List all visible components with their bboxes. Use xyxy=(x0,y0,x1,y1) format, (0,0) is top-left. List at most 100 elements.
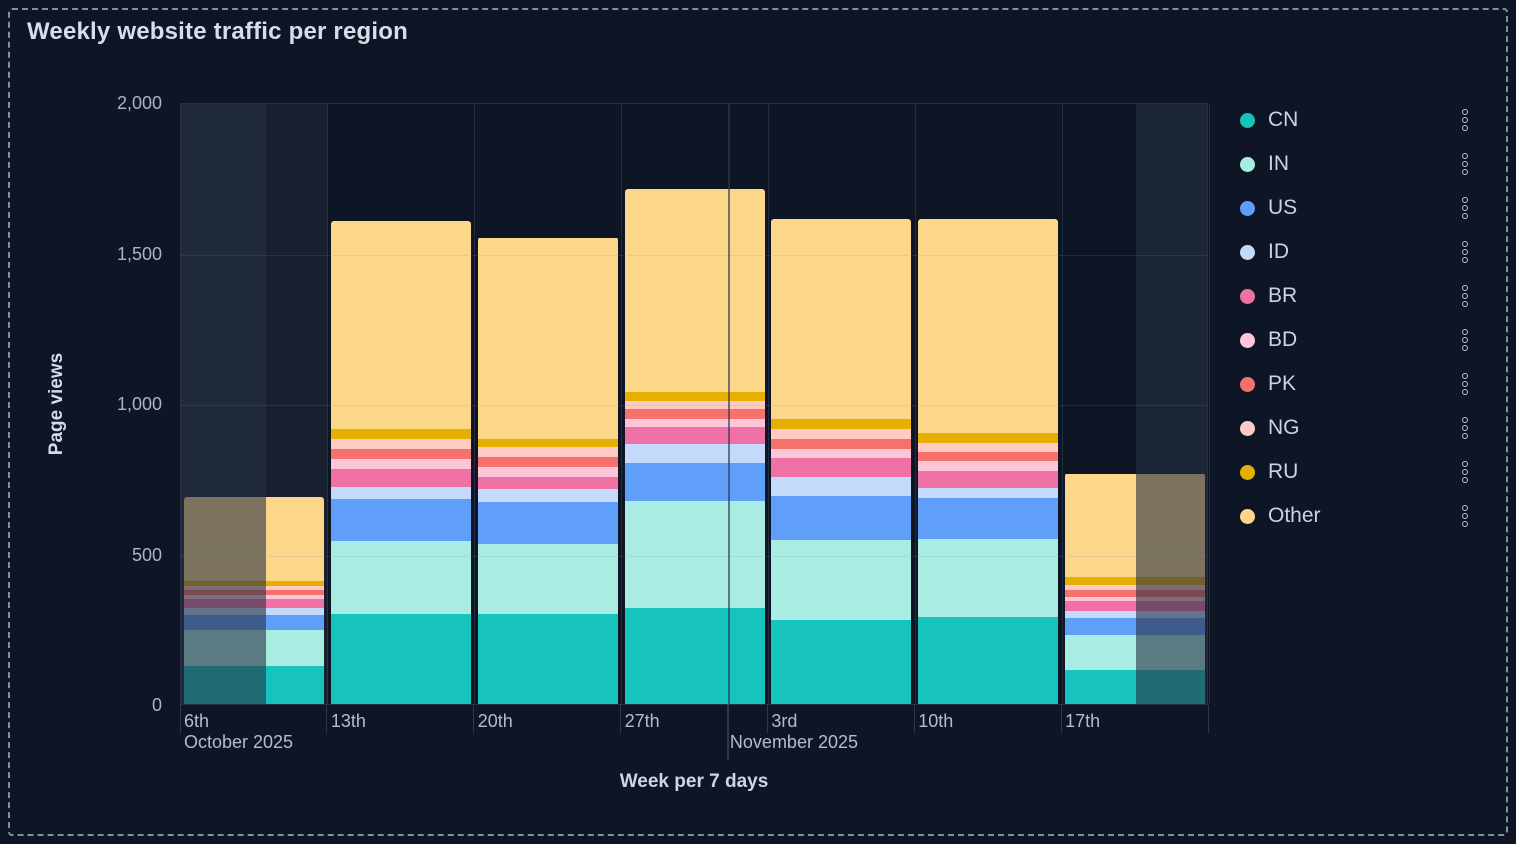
bar-segment-id[interactable] xyxy=(330,486,471,500)
bar-segment-in[interactable] xyxy=(477,544,618,614)
bar-segment-us[interactable] xyxy=(771,496,912,540)
bar-segment-id[interactable] xyxy=(477,488,618,503)
bar-segment-bd[interactable] xyxy=(918,460,1059,471)
bar-segment-ng[interactable] xyxy=(918,442,1059,453)
x-gridline xyxy=(474,104,476,704)
bar-segment-br[interactable] xyxy=(1065,600,1206,611)
legend-item-us[interactable]: US xyxy=(1240,186,1492,230)
bar-segment-id[interactable] xyxy=(1065,610,1206,619)
bar-segment-other[interactable] xyxy=(771,219,912,420)
bar-column-nov-3[interactable] xyxy=(771,219,912,704)
bar-segment-in[interactable] xyxy=(624,500,765,609)
bar-segment-us[interactable] xyxy=(330,499,471,542)
kebab-vertical-menu-icon[interactable] xyxy=(1460,195,1470,221)
legend-series-dot-icon xyxy=(1240,332,1255,348)
bar-segment-cn[interactable] xyxy=(477,613,618,704)
legend-series-dot-icon xyxy=(1240,420,1255,436)
legend-item-ru[interactable]: RU xyxy=(1240,450,1492,494)
legend-item-id[interactable]: ID xyxy=(1240,230,1492,274)
bar-segment-br[interactable] xyxy=(330,468,471,487)
legend-item-label: NG xyxy=(1268,416,1300,439)
legend-series-dot-icon xyxy=(1240,508,1255,524)
kebab-vertical-menu-icon[interactable] xyxy=(1460,151,1470,177)
bar-segment-id[interactable] xyxy=(918,488,1059,499)
bar-segment-other[interactable] xyxy=(330,220,471,429)
legend-item-label: PK xyxy=(1268,372,1297,395)
legend-item-other[interactable]: Other xyxy=(1240,494,1492,538)
bar-segment-other[interactable] xyxy=(624,189,765,392)
bar-segment-pk[interactable] xyxy=(624,409,765,419)
bar-segment-ng[interactable] xyxy=(477,447,618,458)
bar-segment-bd[interactable] xyxy=(771,449,912,458)
legend: CN IN US ID BR BD PK NG RU Other xyxy=(1240,98,1492,538)
bar-segment-ru[interactable] xyxy=(1065,577,1206,586)
legend-item-br[interactable]: BR xyxy=(1240,274,1492,318)
bar-segment-us[interactable] xyxy=(624,463,765,501)
bar-segment-us[interactable] xyxy=(477,502,618,545)
x-gridline xyxy=(767,104,769,704)
legend-item-in[interactable]: IN xyxy=(1240,142,1492,186)
bar-column-oct-13[interactable] xyxy=(330,220,471,704)
x-gridline xyxy=(1208,104,1210,704)
legend-item-label: ID xyxy=(1268,240,1289,263)
bar-segment-pk[interactable] xyxy=(330,448,471,459)
bar-segment-bd[interactable] xyxy=(1065,596,1206,601)
kebab-vertical-menu-icon[interactable] xyxy=(1460,459,1470,485)
bar-segment-pk[interactable] xyxy=(918,452,1059,461)
bar-column-nov-10[interactable] xyxy=(918,219,1059,704)
month-axis-tick xyxy=(726,690,729,760)
bar-segment-ru[interactable] xyxy=(624,391,765,401)
bar-segment-us[interactable] xyxy=(918,498,1059,540)
bar-segment-br[interactable] xyxy=(624,427,765,444)
y-gridline xyxy=(181,405,1207,406)
bar-segment-bd[interactable] xyxy=(477,467,618,477)
legend-item-cn[interactable]: CN xyxy=(1240,98,1492,142)
kebab-vertical-menu-icon[interactable] xyxy=(1460,415,1470,441)
bar-segment-ng[interactable] xyxy=(771,429,912,440)
bar-segment-ru[interactable] xyxy=(330,428,471,439)
kebab-vertical-menu-icon[interactable] xyxy=(1460,327,1470,353)
bar-segment-cn[interactable] xyxy=(624,608,765,704)
bar-segment-bd[interactable] xyxy=(330,458,471,469)
kebab-vertical-menu-icon[interactable] xyxy=(1460,283,1470,309)
bar-segment-pk[interactable] xyxy=(771,439,912,450)
legend-item-ng[interactable]: NG xyxy=(1240,406,1492,450)
bar-segment-ng[interactable] xyxy=(330,438,471,449)
bar-segment-id[interactable] xyxy=(624,443,765,464)
kebab-vertical-menu-icon[interactable] xyxy=(1460,107,1470,133)
bar-segment-ng[interactable] xyxy=(624,400,765,410)
x-week-label: 17th xyxy=(1065,711,1101,731)
bar-segment-id[interactable] xyxy=(771,476,912,497)
x-week-label: 20th xyxy=(477,711,513,731)
x-axis-tick xyxy=(179,705,181,733)
bar-column-oct-20[interactable] xyxy=(477,237,618,704)
bar-segment-other[interactable] xyxy=(477,237,618,439)
bar-segment-br[interactable] xyxy=(918,470,1059,489)
kebab-vertical-menu-icon[interactable] xyxy=(1460,371,1470,397)
bar-segment-pk[interactable] xyxy=(1065,590,1206,597)
kebab-vertical-menu-icon[interactable] xyxy=(1460,239,1470,265)
bar-segment-ru[interactable] xyxy=(477,438,618,448)
bar-segment-br[interactable] xyxy=(771,457,912,477)
bar-segment-in[interactable] xyxy=(918,539,1059,617)
bar-segment-pk[interactable] xyxy=(477,457,618,468)
bar-segment-cn[interactable] xyxy=(918,616,1059,704)
bar-segment-cn[interactable] xyxy=(330,613,471,704)
legend-item-pk[interactable]: PK xyxy=(1240,362,1492,406)
legend-item-bd[interactable]: BD xyxy=(1240,318,1492,362)
bar-column-oct-27[interactable] xyxy=(624,189,765,704)
legend-series-dot-icon xyxy=(1240,288,1255,304)
bar-segment-in[interactable] xyxy=(330,541,471,614)
bar-segment-other[interactable] xyxy=(918,219,1059,434)
legend-series-dot-icon xyxy=(1240,376,1255,392)
bar-segment-ru[interactable] xyxy=(771,419,912,430)
bar-segment-in[interactable] xyxy=(771,539,912,620)
bar-segment-ng[interactable] xyxy=(1065,585,1206,590)
legend-item-label: Other xyxy=(1268,504,1321,527)
bar-segment-bd[interactable] xyxy=(624,419,765,428)
bar-segment-ru[interactable] xyxy=(918,433,1059,443)
bar-segment-cn[interactable] xyxy=(771,619,912,704)
x-axis-title: Week per 7 days xyxy=(619,771,769,792)
bar-segment-br[interactable] xyxy=(477,476,618,489)
kebab-vertical-menu-icon[interactable] xyxy=(1460,503,1470,529)
